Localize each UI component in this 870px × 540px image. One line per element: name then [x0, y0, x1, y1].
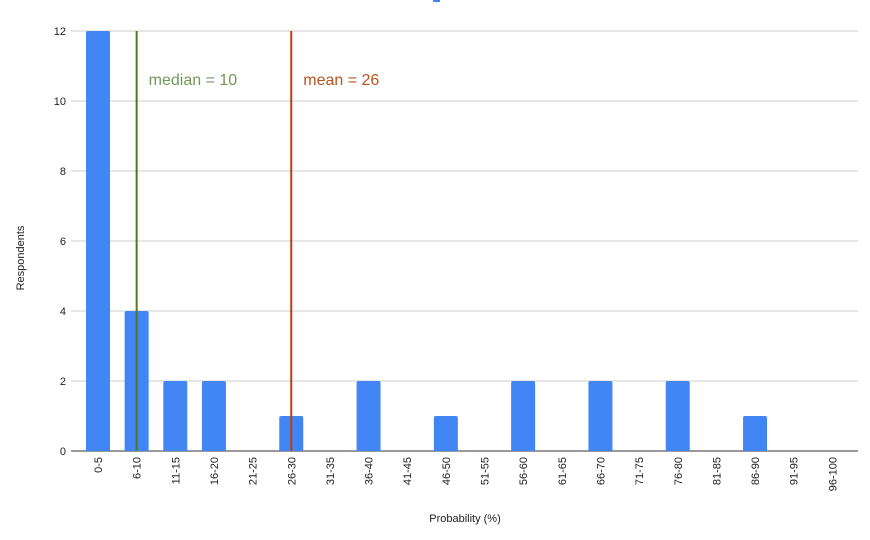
x-tick-label: 71-75 — [634, 457, 646, 485]
x-tick-label: 6-10 — [132, 457, 144, 479]
x-tick-label: 11-15 — [170, 457, 182, 484]
x-tick-label: 31-35 — [325, 457, 337, 485]
x-tick-label: 61-65 — [557, 457, 569, 485]
bar-66-70 — [588, 381, 613, 451]
bar-46-50 — [433, 416, 458, 451]
x-tick-label: 16-20 — [209, 457, 221, 485]
y-tick-label: 10 — [54, 96, 66, 108]
x-axis-ticks: 0-5 6-10 11-15 16-20 21-25 26-30 31-35 36-40 41-… — [93, 457, 839, 491]
x-tick-label: 81-85 — [711, 457, 723, 485]
x-tick-label: 91-95 — [789, 457, 801, 485]
x-tick-label: 76-80 — [673, 457, 685, 485]
bar-86-90 — [743, 416, 768, 451]
x-tick-label: 86-90 — [750, 457, 762, 485]
x-tick-label: 66-70 — [595, 457, 607, 485]
x-tick-label: 36-40 — [364, 457, 376, 485]
bar-11-15 — [163, 381, 188, 451]
annotation-label: mean = 26 — [303, 72, 379, 89]
x-tick-label: 96-100 — [827, 457, 839, 491]
x-tick-label: 41-45 — [402, 457, 414, 485]
x-tick-label: 46-50 — [441, 457, 453, 485]
bar-36-40 — [356, 381, 381, 451]
bar-76-80 — [665, 381, 690, 451]
legend-marker — [433, 0, 440, 2]
x-tick-label: 26-30 — [286, 457, 298, 485]
bar-16-20 — [201, 381, 226, 451]
y-tick-label: 4 — [60, 306, 66, 318]
x-tick-label: 0-5 — [93, 457, 105, 473]
y-tick-label: 8 — [60, 166, 66, 178]
annotation-label: median = 10 — [149, 72, 238, 89]
bar-0-5 — [86, 31, 110, 451]
annotations: median = 10 mean = 26 — [135, 31, 379, 451]
bar-56-60 — [511, 381, 536, 451]
x-tick-label: 21-25 — [248, 457, 260, 485]
y-tick-label: 2 — [60, 376, 66, 388]
x-tick-label: 56-60 — [518, 457, 530, 485]
y-axis-title: Respondents — [15, 225, 27, 290]
y-tick-label: 12 — [54, 26, 66, 38]
gridlines — [71, 30, 858, 452]
x-axis-title: Probability (%) — [429, 513, 501, 525]
y-tick-label: 6 — [60, 236, 66, 248]
x-tick-label: 51-55 — [480, 457, 492, 485]
y-axis-ticks: 0 2 4 6 8 10 12 — [54, 26, 66, 458]
y-tick-label: 0 — [60, 446, 66, 458]
